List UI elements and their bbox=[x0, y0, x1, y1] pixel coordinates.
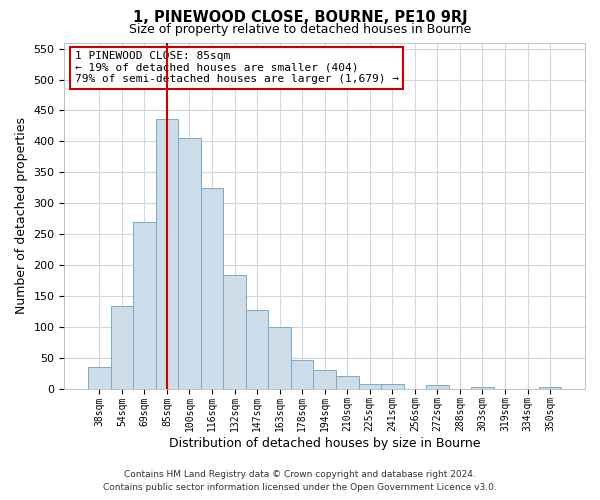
Bar bbox=[381, 384, 404, 388]
Bar bbox=[155, 118, 178, 388]
Text: Size of property relative to detached houses in Bourne: Size of property relative to detached ho… bbox=[129, 22, 471, 36]
Bar bbox=[291, 360, 313, 388]
Y-axis label: Number of detached properties: Number of detached properties bbox=[15, 117, 28, 314]
Bar bbox=[110, 306, 133, 388]
Bar bbox=[539, 386, 562, 388]
Text: Contains HM Land Registry data © Crown copyright and database right 2024.
Contai: Contains HM Land Registry data © Crown c… bbox=[103, 470, 497, 492]
Bar bbox=[246, 310, 268, 388]
Bar bbox=[471, 386, 494, 388]
Bar bbox=[313, 370, 336, 388]
Bar bbox=[88, 367, 110, 388]
X-axis label: Distribution of detached houses by size in Bourne: Distribution of detached houses by size … bbox=[169, 437, 481, 450]
Bar bbox=[133, 222, 155, 388]
Bar bbox=[201, 188, 223, 388]
Bar bbox=[359, 384, 381, 388]
Text: 1, PINEWOOD CLOSE, BOURNE, PE10 9RJ: 1, PINEWOOD CLOSE, BOURNE, PE10 9RJ bbox=[133, 10, 467, 25]
Bar bbox=[336, 376, 359, 388]
Bar bbox=[223, 276, 246, 388]
Bar bbox=[268, 327, 291, 388]
Bar bbox=[426, 386, 449, 388]
Text: 1 PINEWOOD CLOSE: 85sqm
← 19% of detached houses are smaller (404)
79% of semi-d: 1 PINEWOOD CLOSE: 85sqm ← 19% of detache… bbox=[75, 51, 399, 84]
Bar bbox=[178, 138, 201, 388]
